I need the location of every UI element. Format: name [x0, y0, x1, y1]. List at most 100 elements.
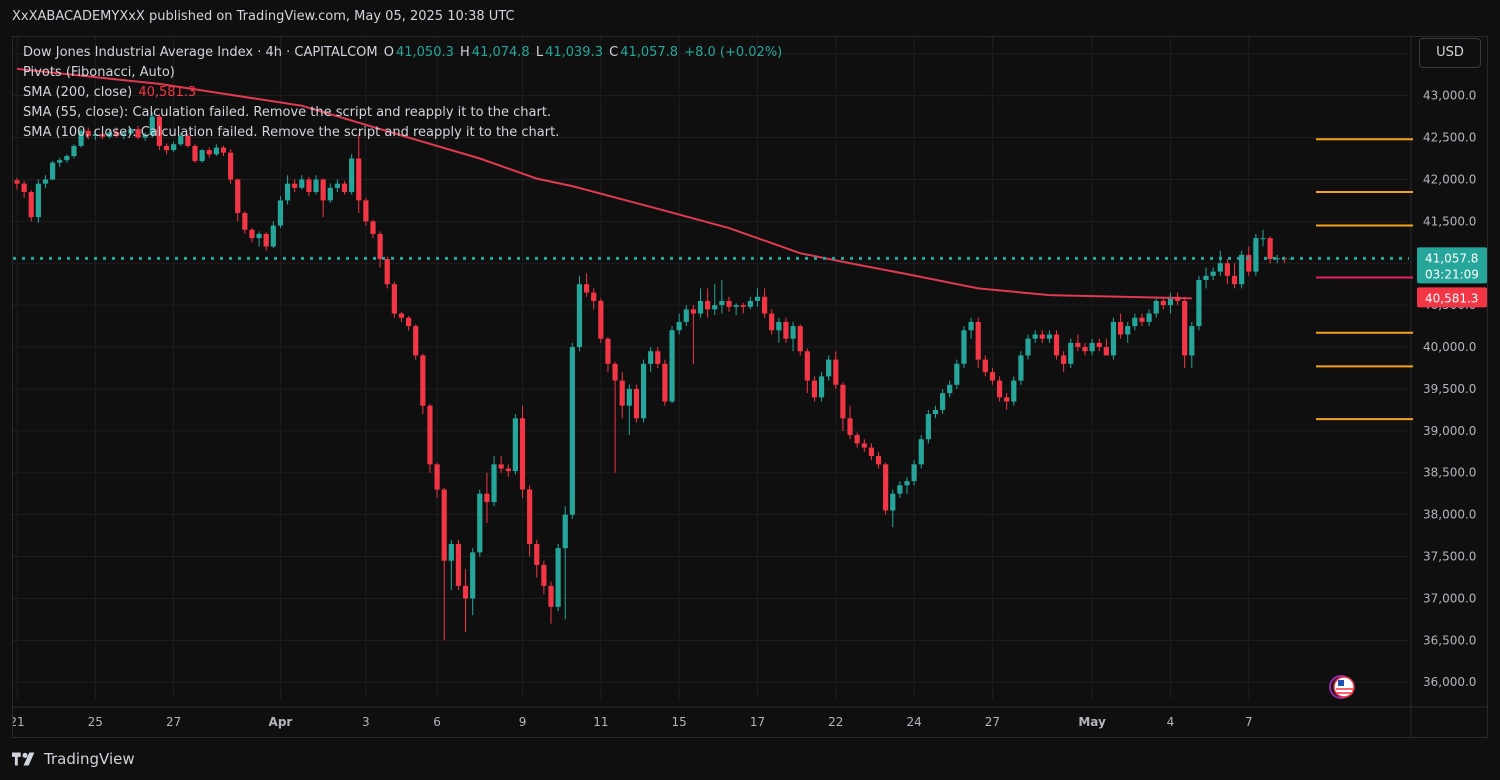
candle [648, 347, 654, 373]
candle-body [897, 485, 903, 494]
legend-symbol[interactable]: Dow Jones Industrial Average Index · 4h … [23, 45, 378, 60]
last-price-label: 41,057.8 03:21:09 [1417, 247, 1487, 284]
currency-button[interactable]: USD [1419, 38, 1481, 68]
candle-body [690, 309, 696, 314]
legend-symbol-row: Dow Jones Industrial Average Index · 4h … [23, 43, 784, 63]
x-tick-label: 22 [828, 715, 843, 729]
candle [349, 154, 355, 195]
candle-body [306, 179, 312, 193]
chart-pane[interactable]: 43,500.043,000.042,500.042,000.041,500.0… [12, 36, 1488, 738]
candle-body [441, 489, 447, 561]
candle-body [1182, 300, 1188, 356]
candle [598, 298, 604, 343]
candle [534, 539, 540, 578]
last-price-box [1417, 247, 1487, 284]
candle-body [270, 225, 276, 247]
legend-high-label: H [460, 45, 470, 60]
candle [833, 351, 839, 389]
candle [57, 157, 63, 167]
candle-body [527, 489, 533, 544]
candle [1203, 267, 1209, 289]
candle [527, 485, 533, 557]
candle [1182, 296, 1188, 368]
candle [1274, 254, 1280, 264]
candle-body [697, 300, 704, 314]
candle [384, 256, 390, 289]
sma-price-box [1417, 287, 1487, 308]
candle-body [313, 179, 319, 193]
tradingview-brand: TradingView [44, 750, 135, 768]
candle-body [975, 321, 981, 360]
candle [292, 179, 298, 193]
candle-body [192, 145, 198, 162]
candle-body [932, 409, 939, 415]
candle-body [1110, 321, 1117, 356]
candle [270, 221, 276, 249]
candle-body [612, 363, 618, 381]
candle [306, 176, 312, 197]
candle [64, 154, 70, 163]
candle-body [875, 455, 882, 465]
candle-body [1210, 271, 1216, 276]
candle [320, 178, 326, 218]
candle [705, 288, 711, 318]
candle [776, 317, 782, 343]
candle-body [363, 200, 369, 222]
legend-close-label: C [609, 45, 619, 60]
y-tick-label: 36,500.0 [1423, 633, 1476, 647]
candle-body [918, 439, 924, 465]
candle-body [1075, 342, 1081, 348]
candle-body [740, 305, 746, 307]
candle [341, 181, 348, 195]
legend-open: 41,050.3 [395, 45, 454, 60]
candle-body [548, 585, 554, 607]
candle [128, 127, 134, 136]
candle-body [1096, 342, 1102, 348]
sma-price-label: 40,581.3 [1417, 287, 1487, 308]
candle-body [783, 321, 789, 339]
candle-body [676, 321, 682, 331]
y-tick-label: 41,500.0 [1423, 214, 1476, 228]
x-tick-label: 15 [672, 715, 687, 729]
candle [277, 196, 284, 229]
candle-body [1125, 326, 1131, 335]
candle [1260, 229, 1266, 247]
candle [1039, 330, 1045, 343]
candle [441, 487, 447, 641]
candle-body [996, 380, 1003, 398]
legend-open-label: O [383, 45, 394, 60]
candle-body [633, 388, 640, 419]
candle-body [135, 129, 141, 138]
candle [640, 359, 647, 423]
legend-sma200-row[interactable]: SMA (200, close) 40,581.3 [23, 83, 198, 103]
candle-body [804, 351, 810, 381]
candle [719, 280, 725, 314]
legend-pivots[interactable]: Pivots (Fibonacci, Auto) [23, 65, 175, 80]
candle [733, 303, 739, 316]
candle [890, 489, 896, 528]
legend-low-label: L [535, 45, 544, 60]
candle-body [818, 376, 825, 398]
candle [811, 376, 818, 402]
candle [220, 145, 227, 156]
candle [1139, 313, 1145, 327]
x-tick-label: 27 [166, 715, 181, 729]
candle-body [1139, 317, 1145, 322]
y-tick-label: 39,000.0 [1423, 424, 1476, 438]
candle [85, 127, 91, 140]
candle-body [555, 548, 561, 607]
legend-sma55-error[interactable]: SMA (55, close): Calculation failed. Rem… [23, 105, 552, 120]
legend-sma100-error[interactable]: SMA (100, close): Calculation failed. Re… [23, 125, 560, 140]
candle [769, 309, 775, 335]
candle-body [591, 292, 597, 301]
candle [42, 175, 49, 188]
candle-body [883, 464, 889, 511]
candle-body [1203, 275, 1209, 281]
chart-canvas[interactable]: 43,500.043,000.042,500.042,000.041,500.0… [13, 37, 1487, 737]
candle-body [142, 135, 148, 138]
candle-body [228, 152, 234, 180]
candle [420, 353, 426, 415]
candle [178, 133, 184, 146]
event-flag-canton [1338, 680, 1344, 686]
candle-body [769, 313, 775, 331]
